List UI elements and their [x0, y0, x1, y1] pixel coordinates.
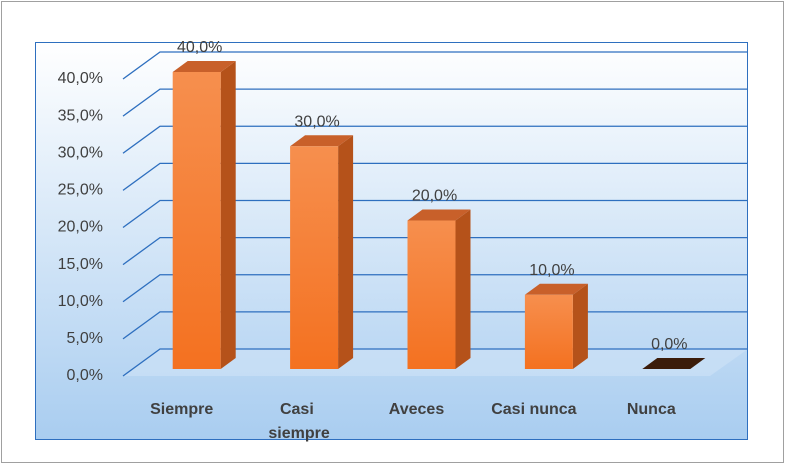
grid-line	[122, 199, 748, 229]
grid-line	[122, 51, 748, 80]
y-tick-label: 20,0%	[58, 219, 103, 236]
y-tick-label: 15,0%	[58, 256, 103, 273]
y-tick-label: 25,0%	[58, 182, 103, 199]
grid-line	[122, 88, 748, 117]
grid-line	[122, 274, 748, 303]
y-tick-label: 30,0%	[58, 144, 103, 161]
bar	[524, 283, 588, 369]
data-label: 0,0%	[651, 336, 687, 353]
bar	[407, 209, 471, 369]
x-tick-label: Siempre	[150, 401, 213, 418]
bar	[290, 135, 354, 369]
bar	[642, 358, 706, 369]
grid-line	[122, 236, 748, 266]
bar	[172, 61, 236, 369]
y-tick-label: 5,0%	[67, 330, 103, 347]
y-tick-label: 0,0%	[67, 367, 103, 384]
data-label: 20,0%	[412, 188, 457, 205]
x-tick-label: Aveces	[389, 401, 445, 418]
y-tick-label: 40,0%	[58, 70, 103, 87]
x-tick-label: Casi nunca	[491, 401, 576, 418]
y-tick-label: 35,0%	[58, 107, 103, 124]
y-tick-label: 10,0%	[58, 293, 103, 310]
grid-line	[122, 125, 748, 154]
data-label: 40,0%	[177, 39, 222, 56]
x-tick-label: Casi siempre	[268, 401, 329, 442]
grid-line	[122, 162, 748, 191]
data-label: 30,0%	[294, 113, 339, 130]
x-tick-label: Nunca	[627, 401, 676, 418]
data-label: 10,0%	[529, 262, 574, 279]
